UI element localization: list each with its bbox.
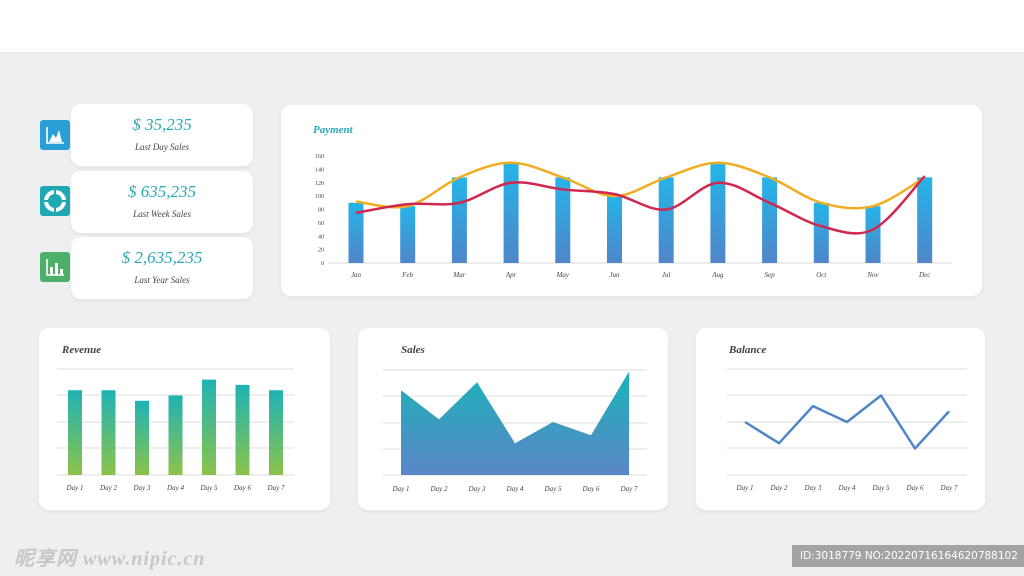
x-tick-label: Day 5 bbox=[872, 484, 890, 492]
bar bbox=[348, 202, 364, 263]
series-line bbox=[744, 394, 950, 450]
x-tick-label: Day 7 bbox=[940, 484, 958, 492]
x-tick-label: Day 6 bbox=[582, 485, 600, 493]
payment-card: Payment 0 20 40 60 80 100 120 140 160 Jan Feb Mar Ap… bbox=[281, 105, 982, 296]
x-tick-label: Sep bbox=[765, 271, 776, 279]
bar bbox=[607, 196, 622, 263]
bar bbox=[865, 206, 881, 263]
chart-title: Sales bbox=[401, 344, 425, 356]
x-tick-label: Day 2 bbox=[430, 485, 448, 493]
watermark-left: 昵享网 www.nipic.cn bbox=[14, 548, 206, 570]
balance-card: Balance Day 1 Day 2 Day 3 Day 4 Day 5 Day 6 Da… bbox=[696, 328, 985, 510]
chart-title: Balance bbox=[729, 344, 767, 356]
sales-card: Sales Day 1 Day 2 Day 3 Day 4 Day 5 Day 6 Day … bbox=[358, 328, 668, 510]
x-tick-label: Oct bbox=[816, 271, 827, 279]
x-tick-label: Day 4 bbox=[166, 484, 184, 492]
x-tick-label: Day 7 bbox=[267, 484, 285, 492]
series-line bbox=[355, 175, 926, 235]
y-tick-label: 60 bbox=[318, 221, 324, 227]
bar bbox=[269, 390, 283, 475]
chart-title: Revenue bbox=[62, 344, 102, 356]
bar bbox=[813, 202, 829, 263]
x-tick-label: Day 3 bbox=[804, 484, 822, 492]
x-tick-label: Day 5 bbox=[544, 485, 562, 493]
stat-value: $ 35,235 bbox=[132, 115, 192, 134]
stat-label: Last Year Sales bbox=[134, 275, 190, 285]
y-tick-label: 80 bbox=[318, 208, 324, 214]
x-tick-label: Mar bbox=[452, 271, 465, 279]
x-tick-label: Day 2 bbox=[99, 484, 117, 492]
x-tick-label: Day 4 bbox=[506, 485, 524, 493]
y-tick-label: 0 bbox=[321, 261, 324, 267]
x-tick-label: Nov bbox=[866, 271, 879, 279]
revenue-card: Revenue Day 1 Day 2 Day 3 Day 4 Day 5 Day 6 Da… bbox=[39, 328, 330, 510]
x-tick-label: Jul bbox=[662, 271, 671, 279]
bar bbox=[710, 164, 726, 263]
y-tick-label: 160 bbox=[315, 154, 324, 160]
stat-card-last-week: $ 635,235 Last Week Sales bbox=[71, 171, 253, 233]
x-tick-label: Day 5 bbox=[200, 484, 218, 492]
x-tick-label: Day 4 bbox=[838, 484, 856, 492]
bar bbox=[168, 395, 183, 475]
stat-label: Last Day Sales bbox=[135, 142, 189, 152]
watermark-right: ID:3018779 NO:20220716164620788102 bbox=[792, 545, 1024, 567]
x-tick-label: Day 1 bbox=[736, 484, 754, 492]
payment-chart: 0 20 40 60 80 100 120 140 160 Jan Feb Mar Apr May Jun J… bbox=[315, 154, 951, 279]
bar bbox=[555, 177, 571, 263]
balance-chart: Day 1 Day 2 Day 3 Day 4 Day 5 Day 6 Day 7 bbox=[727, 368, 967, 492]
x-tick-label: Jan bbox=[351, 271, 362, 279]
stat-value: $ 635,235 bbox=[128, 182, 196, 201]
x-tick-label: Feb bbox=[401, 271, 413, 279]
bar bbox=[400, 206, 416, 263]
y-tick-label: 40 bbox=[318, 234, 324, 240]
stat-value: $ 2,635,235 bbox=[121, 248, 203, 267]
y-tick-label: 20 bbox=[318, 248, 324, 254]
x-tick-label: Day 1 bbox=[66, 484, 84, 492]
y-tick-label: 140 bbox=[315, 167, 324, 173]
x-tick-label: May bbox=[556, 271, 570, 279]
x-tick-label: Day 6 bbox=[233, 484, 251, 492]
x-tick-label: Day 3 bbox=[468, 485, 486, 493]
x-tick-label: Day 7 bbox=[620, 485, 638, 493]
bar-chart-icon bbox=[40, 252, 70, 282]
top-bar bbox=[0, 0, 1024, 52]
area-chart-icon bbox=[40, 120, 70, 150]
y-tick-label: 100 bbox=[315, 194, 324, 200]
revenue-chart: Day 1 Day 2 Day 3 Day 4 Day 5 Day 6 Day 7 bbox=[57, 368, 294, 492]
x-tick-label: Dec bbox=[918, 271, 931, 279]
x-tick-label: Day 6 bbox=[906, 484, 924, 492]
area-series bbox=[401, 371, 629, 475]
sales-chart: Day 1 Day 2 Day 3 Day 4 Day 5 Day 6 Day 7 bbox=[383, 369, 647, 493]
stat-card-last-year: $ 2,635,235 Last Year Sales bbox=[71, 237, 253, 299]
stat-label: Last Week Sales bbox=[133, 209, 191, 219]
bar bbox=[451, 177, 467, 263]
bar bbox=[101, 390, 116, 475]
bar bbox=[235, 384, 250, 475]
x-tick-label: Apr bbox=[505, 271, 517, 279]
pie-chart-icon bbox=[40, 186, 70, 216]
x-tick-label: Day 3 bbox=[133, 484, 151, 492]
bar bbox=[68, 390, 82, 475]
bar bbox=[135, 400, 149, 475]
bar bbox=[202, 379, 216, 475]
x-tick-label: Aug bbox=[711, 271, 724, 279]
x-tick-label: Jun bbox=[609, 271, 620, 279]
y-tick-label: 120 bbox=[315, 181, 324, 187]
stat-card-last-day: $ 35,235 Last Day Sales bbox=[71, 104, 253, 166]
bar bbox=[658, 177, 674, 263]
bar bbox=[762, 177, 778, 263]
x-tick-label: Day 2 bbox=[770, 484, 788, 492]
chart-title: Payment bbox=[313, 124, 353, 136]
series-line bbox=[355, 161, 926, 210]
x-tick-label: Day 1 bbox=[392, 485, 410, 493]
bar bbox=[503, 164, 519, 263]
bar bbox=[917, 177, 933, 263]
